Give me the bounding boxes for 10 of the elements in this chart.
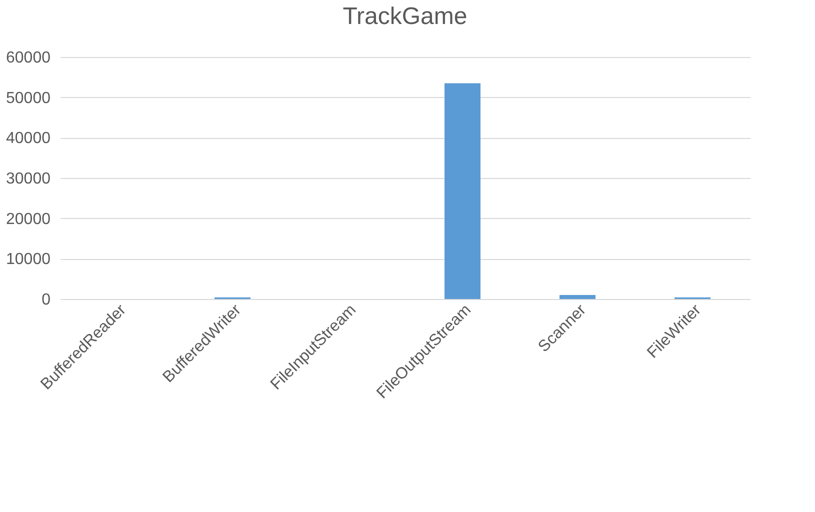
bar: [444, 83, 480, 299]
y-tick-label: 10000: [6, 251, 51, 268]
y-tick-label: 60000: [6, 50, 51, 66]
y-tick-label: 0: [42, 292, 51, 308]
chart-title: TrackGame: [342, 3, 468, 30]
y-tick-label: 20000: [6, 210, 51, 228]
y-tick-label: 40000: [6, 130, 51, 148]
y-tick-label: 50000: [6, 90, 51, 107]
y-tick-label: 30000: [6, 170, 51, 188]
bar: [560, 294, 596, 299]
